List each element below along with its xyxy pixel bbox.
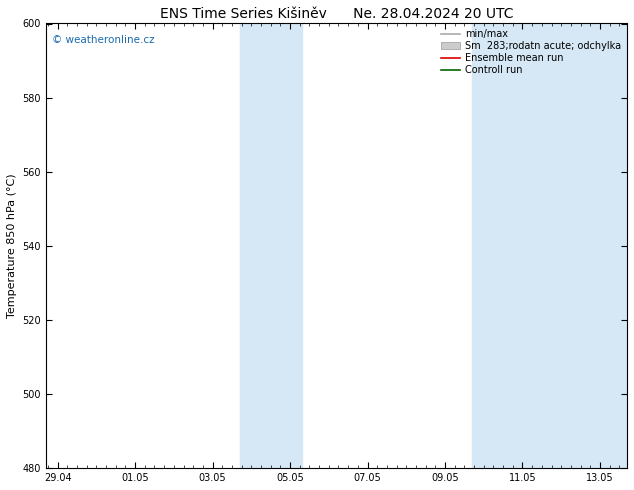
Legend: min/max, Sm  283;rodatn acute; odchylka, Ensemble mean run, Controll run: min/max, Sm 283;rodatn acute; odchylka, … xyxy=(438,26,624,78)
Y-axis label: Temperature 850 hPa (°C): Temperature 850 hPa (°C) xyxy=(7,173,17,318)
Title: ENS Time Series Kišiněv      Ne. 28.04.2024 20 UTC: ENS Time Series Kišiněv Ne. 28.04.2024 2… xyxy=(160,7,514,21)
Bar xyxy=(472,24,627,468)
Bar xyxy=(240,24,302,468)
Text: © weatheronline.cz: © weatheronline.cz xyxy=(52,35,155,45)
